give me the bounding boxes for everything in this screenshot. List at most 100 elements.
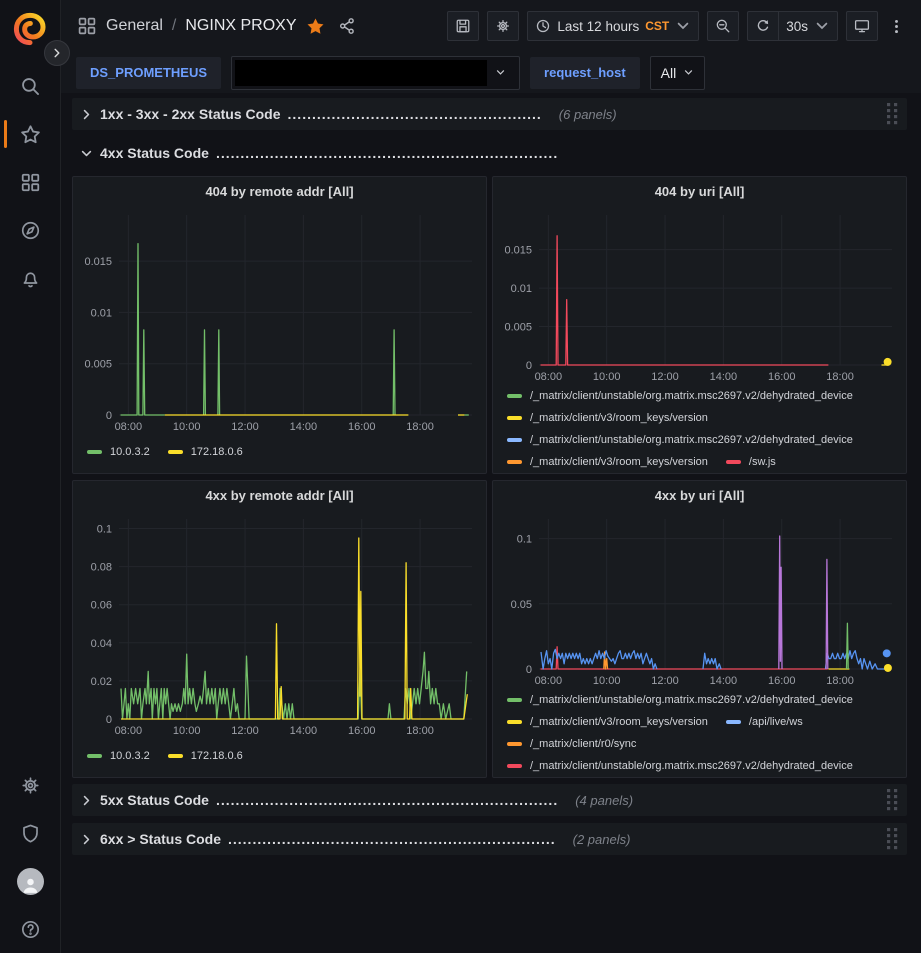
series-line [540, 648, 658, 670]
panel: 404 by remote addr [All] 08:00 10:00 12:00 1… [72, 176, 487, 474]
breadcrumb-folder[interactable]: General [106, 17, 163, 34]
y-axis-tick-label: 0 [106, 410, 112, 422]
legend-item[interactable]: /_matrix/client/unstable/org.matrix.msc2… [507, 760, 853, 772]
x-axis-tick-label: 14:00 [290, 421, 318, 433]
timeseries-chart[interactable]: 08:00 10:00 12:00 14:00 16:00 18:00 0 0.05 0.1 [501, 509, 900, 685]
refresh-button[interactable] [747, 11, 779, 41]
chevron-down-icon [685, 70, 693, 75]
sidebar-expand-button[interactable] [44, 40, 70, 66]
row-title-dotted-leader: ........................................… [228, 831, 556, 847]
sidebar-item-help[interactable] [0, 905, 60, 953]
dashboard-row-header-row-5xx[interactable]: 5xx Status Code.........................… [72, 784, 907, 816]
sidebar-item-server-admin[interactable] [0, 809, 60, 857]
dashboard-row-header-row-1xx[interactable]: 1xx - 3xx - 2xx Status Code.............… [72, 98, 907, 130]
row-drag-handle-icon[interactable] [887, 828, 899, 851]
variable-ds-prometheus-label[interactable]: DS_PROMETHEUS [76, 56, 222, 89]
y-axis-tick-label: 0 [526, 360, 532, 372]
legend-color-swatch [167, 754, 183, 758]
legend-row: 10.0.3.2 172.18.0.6 [87, 745, 478, 767]
legend-color-swatch [507, 720, 522, 724]
chevron-right-icon [54, 48, 60, 58]
legend-item[interactable]: /_matrix/client/r0/sync [507, 738, 636, 750]
sidebar-item-alerting[interactable] [0, 254, 60, 302]
row-drag-handle[interactable] [887, 789, 899, 817]
help-icon [21, 920, 39, 938]
legend-item[interactable]: 10.0.3.2 [87, 446, 150, 458]
zoom-out-time-button[interactable] [707, 11, 740, 41]
sidebar-item-dashboards[interactable] [0, 158, 60, 206]
legend-item[interactable]: 10.0.3.2 [87, 750, 150, 762]
panel-legend: 10.0.3.2 172.18.0.6 [81, 741, 478, 767]
panel-title[interactable]: 404 by uri [All] [654, 184, 745, 199]
legend-item[interactable]: /_matrix/client/unstable/org.matrix.msc2… [507, 390, 853, 402]
timeseries-chart[interactable]: 08:00 10:00 12:00 14:00 16:00 18:00 0 0.02 0.04 0… [81, 509, 480, 741]
refresh-button-group: 30s [747, 11, 838, 41]
chevron-right-icon [83, 834, 90, 844]
sidebar-item-configuration[interactable] [0, 761, 60, 809]
dashboard-row-header-row-6xx[interactable]: 6xx > Status Code.......................… [72, 823, 907, 855]
series-line [540, 646, 828, 670]
timeseries-chart[interactable]: 08:00 10:00 12:00 14:00 16:00 18:00 0 0.005 0.01… [501, 205, 900, 381]
x-axis-tick-label: 16:00 [768, 675, 796, 685]
dashboard-settings-button[interactable] [487, 11, 520, 41]
series-line [845, 622, 849, 670]
time-range-picker[interactable]: Last 12 hours CST [527, 11, 700, 41]
cycle-view-mode-button[interactable] [846, 11, 878, 41]
sidebar-item-search[interactable] [0, 62, 60, 110]
dashboard-row-header-row-4xx[interactable]: 4xx Status Code.........................… [72, 137, 907, 169]
row-drag-handle[interactable] [887, 828, 899, 856]
legend-item[interactable]: /_matrix/client/v3/room_keys/version [507, 412, 708, 424]
legend-item[interactable]: 172.18.0.6 [167, 750, 243, 762]
x-axis-tick-label: 12:00 [651, 675, 679, 685]
variable-request-host-dropdown[interactable]: All [649, 55, 706, 90]
dashboard-title[interactable]: NGINX PROXY [185, 17, 297, 34]
y-axis-tick-label: 0.1 [517, 534, 532, 546]
y-axis-tick-label: 0 [526, 664, 532, 676]
panel-title[interactable]: 4xx by uri [All] [654, 488, 745, 503]
legend-label: 172.18.0.6 [190, 750, 243, 762]
series-line [540, 235, 829, 366]
legend-item[interactable]: 172.18.0.6 [167, 446, 243, 458]
legend-label: /_matrix/client/r0/sync [530, 738, 637, 750]
sidebar-item-explore[interactable] [0, 206, 60, 254]
legend-label: 10.0.3.2 [110, 446, 150, 458]
legend-color-swatch [725, 720, 741, 724]
sidebar-item-profile[interactable] [0, 857, 60, 905]
sidebar-item-starred[interactable] [0, 110, 60, 158]
legend-item[interactable]: /_matrix/client/unstable/org.matrix.msc2… [507, 694, 853, 706]
legend-item[interactable]: /_matrix/client/v3/room_keys/version [507, 456, 708, 468]
legend-item[interactable]: /sw.js [725, 456, 776, 468]
timeseries-chart[interactable]: 08:00 10:00 12:00 14:00 16:00 18:00 0 0.005 0.01… [81, 205, 480, 437]
user-avatar [16, 867, 44, 895]
x-axis-tick-label: 10:00 [593, 371, 621, 381]
legend-row: /_matrix/client/unstable/org.matrix.msc2… [507, 755, 898, 777]
legend-label: /_matrix/client/unstable/org.matrix.msc2… [530, 760, 853, 772]
legend-item[interactable]: /_matrix/client/v3/room_keys/version [507, 716, 708, 728]
more-options-kebab-button[interactable] [886, 11, 907, 41]
row-title: 5xx Status Code [100, 792, 209, 808]
row-drag-handle-icon[interactable] [887, 103, 899, 126]
series-line [392, 329, 396, 416]
search-icon [21, 77, 39, 95]
x-axis-tick-label: 14:00 [710, 371, 738, 381]
zoom-out-icon [716, 19, 730, 33]
refresh-interval-dropdown[interactable]: 30s [778, 11, 838, 41]
x-axis-tick-label: 18:00 [406, 421, 434, 433]
star-icon[interactable] [306, 17, 325, 36]
legend-item[interactable]: /_matrix/client/unstable/org.matrix.msc2… [507, 434, 853, 446]
row-drag-handle[interactable] [887, 103, 899, 131]
x-axis-tick-label: 10:00 [173, 725, 201, 737]
y-axis-tick-label: 0.005 [504, 322, 532, 334]
legend-row: /_matrix/client/v3/room_keys/version/sw.… [507, 451, 898, 473]
panel-title[interactable]: 4xx by remote addr [All] [205, 488, 354, 503]
y-axis-tick-label: 0.005 [84, 359, 112, 371]
x-axis-tick-label: 14:00 [710, 675, 738, 685]
legend-item[interactable]: /api/live/ws [725, 716, 803, 728]
share-icon[interactable] [338, 17, 356, 35]
grafana-logo[interactable] [13, 12, 47, 46]
save-dashboard-button[interactable] [447, 11, 480, 41]
panel-title[interactable]: 404 by remote addr [All] [205, 184, 354, 199]
variable-ds-prometheus-dropdown[interactable] [231, 55, 521, 90]
row-drag-handle-icon[interactable] [887, 789, 899, 812]
variable-request-host-label[interactable]: request_host [530, 56, 640, 89]
